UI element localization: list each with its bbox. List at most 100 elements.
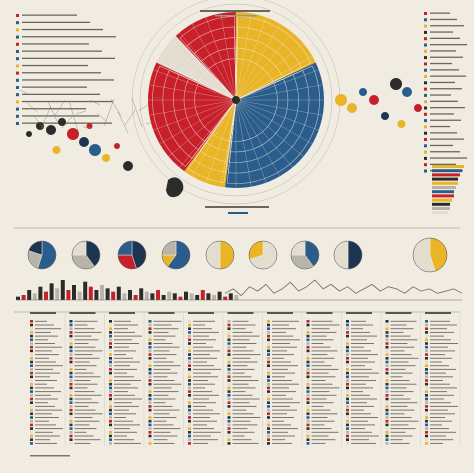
legend-text-9-28 (390, 424, 409, 426)
main-radial-spoke-21 (152, 51, 237, 101)
legend-swatch-7-28 (306, 423, 310, 427)
legend-text-0-13 (35, 368, 53, 370)
main-radial-stripe-0-5 (235, 16, 312, 101)
legend-swatch-8-13 (346, 368, 349, 371)
legend-text-9-16 (390, 380, 410, 381)
legend-text-7-10 (311, 357, 335, 359)
legend-text-8-5 (351, 339, 367, 341)
legend-swatch-3-12 (148, 364, 152, 367)
right-note-bullet-9 (424, 68, 427, 72)
legend-swatch-5-12 (227, 364, 231, 367)
legend-text-8-0 (351, 320, 366, 322)
legend-swatch-8-2 (346, 327, 349, 330)
legend-swatch-1-28 (69, 423, 73, 427)
legend-text-6-14 (272, 372, 295, 374)
legend-swatch-6-29 (267, 427, 270, 430)
legend-swatch-7-9 (306, 353, 310, 356)
legend-swatch-9-13 (385, 368, 389, 371)
legend-swatch-10-25 (425, 412, 428, 416)
main-radial-spoke-28 (235, 5, 253, 101)
left-bubble-11 (86, 123, 93, 129)
legend-swatch-0-24 (30, 408, 33, 412)
legend-swatch-3-14 (148, 371, 152, 375)
stacked-strip-bar-8 (432, 198, 452, 202)
right-note-bullet-8 (424, 62, 427, 66)
left-note-bullet-14 (16, 114, 19, 118)
stacked-strip-bar-4 (432, 181, 458, 185)
legend-swatch-4-15 (188, 375, 191, 379)
legend-text-4-11 (193, 361, 207, 363)
legend-swatch-1-13 (69, 368, 73, 371)
left-bubble-0 (26, 131, 32, 137)
legend-text-5-32 (232, 439, 252, 441)
legend-text-5-14 (232, 372, 245, 374)
legend-swatch-5-19 (227, 390, 231, 393)
legend-text-6-1 (272, 324, 289, 326)
bar-strip-bar-39 (234, 295, 239, 300)
legend-text-3-17 (153, 383, 182, 385)
legend-swatch-6-12 (267, 364, 270, 367)
legend-text-7-32 (311, 439, 336, 441)
legend-text-8-31 (351, 435, 379, 437)
legend-swatch-4-32 (188, 438, 191, 441)
legend-text-1-6 (74, 343, 89, 344)
legend-swatch-2-0 (109, 320, 112, 323)
legend-text-9-5 (390, 339, 418, 341)
left-leader-18 (145, 120, 157, 125)
legend-swatch-10-6 (425, 342, 428, 345)
legend-text-10-15 (430, 376, 453, 378)
left-note-line-13 (22, 108, 86, 110)
legend-swatch-10-18 (425, 386, 428, 390)
bar-strip-bar-18 (116, 286, 121, 300)
legend-text-4-31 (193, 435, 211, 437)
left-note-line-4 (22, 43, 89, 45)
legend-swatch-0-18 (30, 386, 33, 390)
bar-strip-bar-31 (189, 293, 194, 300)
legend-swatch-3-5 (148, 338, 152, 342)
legend-swatch-7-1 (306, 323, 310, 327)
legend-swatch-4-28 (188, 423, 191, 427)
legend-text-5-6 (232, 343, 257, 344)
legend-swatch-7-30 (306, 431, 310, 434)
legend-text-0-16 (35, 380, 57, 381)
legend-swatch-4-7 (188, 345, 191, 349)
legend-text-5-17 (232, 383, 249, 385)
legend-text-0-5 (35, 339, 48, 341)
legend-swatch-6-6 (267, 342, 270, 345)
legend-text-4-22 (193, 402, 216, 404)
legend-swatch-8-33 (346, 442, 349, 445)
legend-text-2-18 (114, 387, 138, 389)
legend-text-0-15 (35, 376, 50, 378)
legend-swatch-4-31 (188, 434, 191, 438)
legend-swatch-2-31 (109, 434, 112, 438)
legend-text-5-5 (232, 339, 250, 341)
legend-text-8-8 (351, 350, 371, 352)
legend-swatch-0-2 (30, 327, 33, 330)
legend-col-header-10 (425, 312, 451, 314)
main-radial-spoke-16 (145, 99, 237, 134)
legend-text-7-30 (311, 431, 339, 433)
main-radial-spoke-14 (162, 99, 237, 162)
legend-swatch-6-27 (267, 419, 270, 423)
legend-text-7-14 (311, 372, 329, 374)
legend-swatch-4-20 (188, 394, 191, 397)
legend-text-2-16 (114, 380, 141, 381)
legend-text-4-2 (193, 328, 212, 330)
legend-text-0-12 (35, 365, 63, 367)
bar-strip-bar-36 (217, 291, 222, 300)
legend-swatch-10-17 (425, 382, 428, 386)
legend-swatch-9-25 (385, 412, 389, 416)
legend-swatch-3-19 (148, 390, 152, 393)
legend-text-8-7 (351, 346, 364, 348)
legend-swatch-1-14 (69, 371, 73, 375)
legend-swatch-2-18 (109, 386, 112, 390)
legend-swatch-2-26 (109, 416, 112, 419)
left-bubble-4 (67, 128, 79, 140)
legend-swatch-5-0 (227, 320, 231, 323)
legend-text-9-22 (390, 402, 418, 404)
legend-swatch-2-10 (109, 357, 112, 360)
main-radial-spoke-11 (202, 99, 237, 191)
legend-swatch-8-32 (346, 438, 349, 441)
legend-swatch-7-32 (306, 438, 310, 441)
